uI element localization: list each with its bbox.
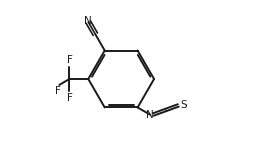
Text: N: N [146,109,154,120]
Text: F: F [67,55,72,65]
Text: S: S [180,100,187,110]
Text: F: F [67,93,72,103]
Text: N: N [84,16,92,26]
Text: F: F [55,86,61,96]
